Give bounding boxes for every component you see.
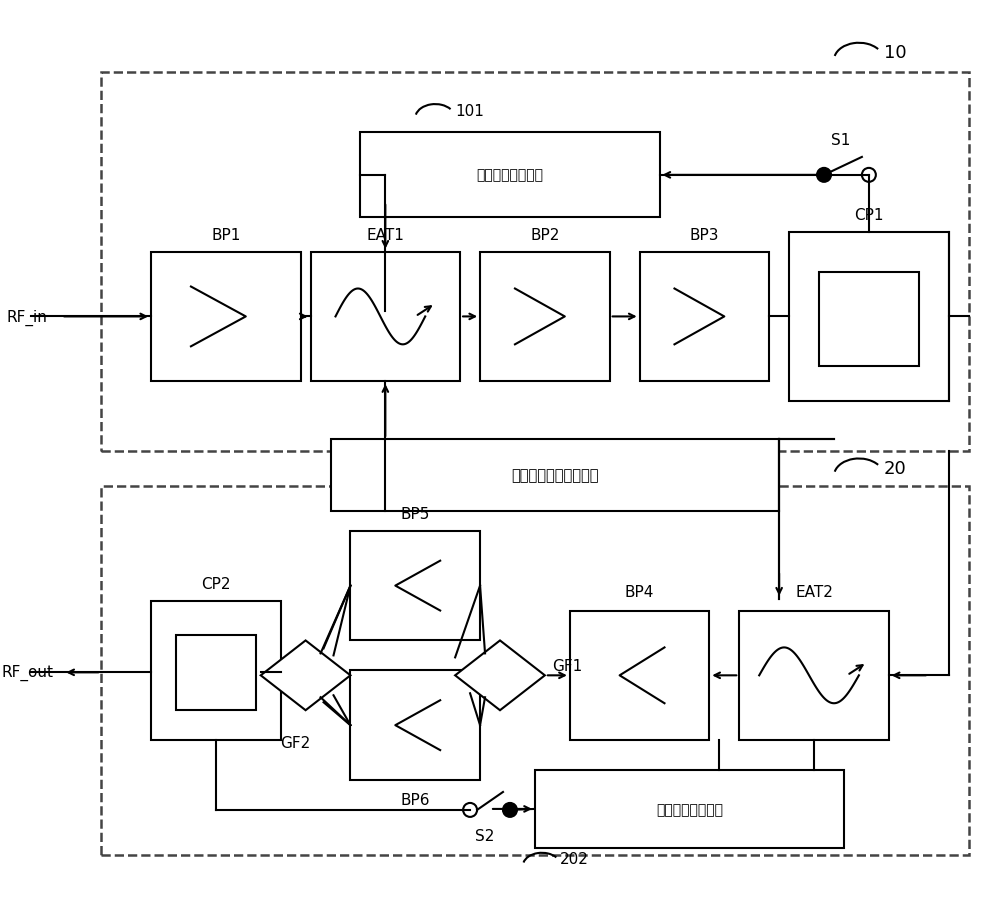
- Text: 20: 20: [884, 459, 907, 477]
- Text: 202: 202: [560, 851, 589, 865]
- Bar: [311, 252, 460, 382]
- Bar: [176, 636, 256, 711]
- Text: 10: 10: [884, 44, 906, 62]
- Bar: [360, 133, 660, 218]
- Text: CP2: CP2: [201, 576, 231, 591]
- Polygon shape: [261, 640, 350, 711]
- Text: GF2: GF2: [280, 735, 311, 751]
- Bar: [350, 670, 480, 780]
- Bar: [101, 486, 969, 855]
- Text: CP1: CP1: [854, 208, 884, 222]
- Text: GF1: GF1: [552, 658, 582, 673]
- Text: BP4: BP4: [625, 584, 654, 599]
- Text: EAT1: EAT1: [366, 228, 404, 242]
- Text: 第一直流处理电路: 第一直流处理电路: [476, 169, 543, 182]
- Text: S2: S2: [475, 828, 495, 843]
- Bar: [151, 601, 281, 741]
- Text: BP6: BP6: [401, 792, 430, 807]
- Circle shape: [503, 804, 517, 817]
- Bar: [535, 770, 844, 848]
- Text: BP3: BP3: [690, 228, 719, 242]
- Text: BP1: BP1: [211, 228, 241, 242]
- Polygon shape: [455, 640, 545, 711]
- Text: RF_in: RF_in: [7, 309, 47, 325]
- Bar: [480, 252, 610, 382]
- Text: EAT2: EAT2: [795, 584, 833, 599]
- Circle shape: [817, 169, 831, 182]
- Bar: [570, 611, 709, 741]
- Text: 第二直流处理电路: 第二直流处理电路: [656, 802, 723, 816]
- Bar: [151, 252, 301, 382]
- Text: BP5: BP5: [401, 507, 430, 521]
- Bar: [640, 252, 769, 382]
- Text: 101: 101: [455, 104, 484, 119]
- Text: S1: S1: [831, 133, 851, 148]
- Text: RF_out: RF_out: [2, 664, 54, 681]
- Text: BP2: BP2: [530, 228, 560, 242]
- Text: 手机芯片同步监控装置: 手机芯片同步监控装置: [511, 468, 599, 483]
- Bar: [101, 73, 969, 452]
- Bar: [819, 272, 919, 367]
- Bar: [331, 440, 779, 511]
- Bar: [350, 531, 480, 640]
- Bar: [739, 611, 889, 741]
- Bar: [789, 232, 949, 402]
